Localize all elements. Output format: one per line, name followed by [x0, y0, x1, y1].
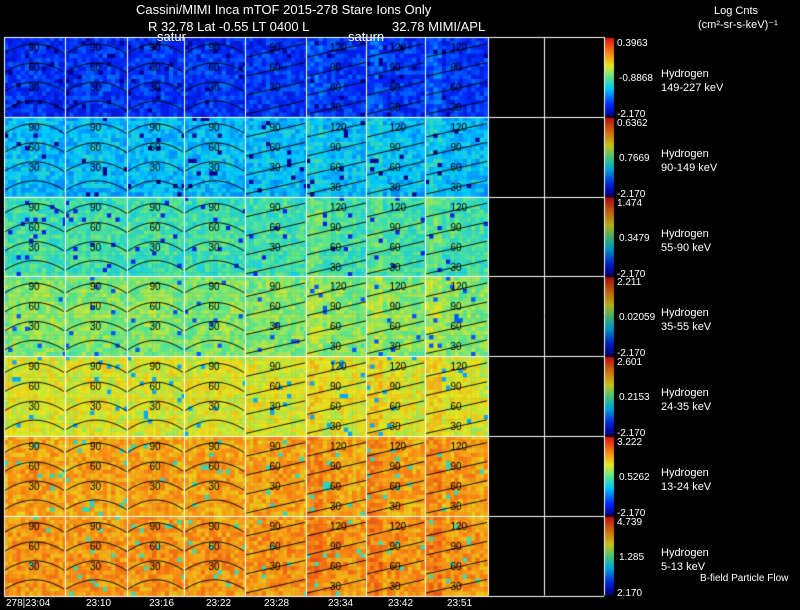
species-label: Hydrogen — [661, 227, 709, 240]
energy-range-label: 90-149 keV — [661, 161, 718, 174]
colorbar-units-line2: (cm²-sr-s-keV)⁻¹ — [698, 19, 778, 31]
colorbar-max: 0.3963 — [617, 38, 648, 49]
time-tick-label: 23:10 — [86, 598, 112, 609]
colorbar-mid: 0.2153 — [619, 392, 650, 404]
colorbar-min: -2.170 — [617, 188, 646, 200]
colorbar-mid: 0.3479 — [619, 232, 650, 244]
colorbar-max: 0.6362 — [617, 117, 648, 129]
species-label: Hydrogen — [661, 467, 709, 479]
ephemeris-line: R 32.78 Lat -0.55 LT 0400 L — [148, 19, 310, 34]
colorbar-min: -2.170 — [617, 268, 646, 280]
time-tick-label: 23:42 — [388, 598, 414, 609]
colorbar-units-line1: Log Cnts — [714, 5, 759, 17]
colorbar-mid: 0.5262 — [619, 472, 650, 483]
colorbar-min: -2.170 — [617, 109, 646, 120]
time-tick-label: 23:16 — [149, 598, 175, 609]
energy-range-label: 35-55 keV — [661, 321, 712, 334]
species-label: Hydrogen — [661, 68, 709, 80]
time-tick-label: 23:22 — [206, 598, 232, 609]
colorbar-min: -2.170 — [617, 428, 646, 440]
colorbar-min: -2.170 — [617, 508, 646, 519]
colorbar-mid: 0.02059 — [619, 312, 656, 324]
time-tick-label: 23:34 — [328, 598, 354, 609]
colorbar-max: 3.222 — [617, 437, 643, 448]
colorbar-max: 4.739 — [617, 516, 643, 528]
energy-range-label: 24-35 keV — [661, 401, 712, 414]
species-label: Hydrogen — [661, 307, 709, 320]
species-label: Hydrogen — [661, 546, 709, 559]
colorbar-mid: 0.7669 — [619, 152, 650, 164]
colorbar-max: 2.601 — [617, 357, 643, 369]
colorbar-max: 2.211 — [617, 277, 642, 289]
footer-note: B-field Particle Flow — [700, 573, 789, 584]
energy-range-label: 149-227 keV — [661, 82, 724, 94]
saturn-label-1: satur — [157, 29, 186, 44]
time-tick-label: 23:28 — [264, 598, 290, 609]
saturn-label-2: saturn — [348, 29, 385, 44]
time-tick-label: 23:51 — [447, 598, 473, 609]
colorbar-max: 1.474 — [617, 197, 643, 209]
plot-title: Cassini/MIMI Inca mTOF 2015-278 Stare Io… — [136, 2, 432, 17]
species-label: Hydrogen — [661, 147, 709, 160]
ephemeris-line-right: 32.78 MIMI/APL — [392, 19, 486, 34]
colorbar-mid: -0.8868 — [619, 73, 653, 84]
colorbar-mid: 1.285 — [619, 551, 645, 563]
time-tick-label: 278|23:04 — [6, 598, 51, 609]
energy-range-label: 55-90 keV — [661, 241, 712, 254]
energy-range-label: 13-24 keV — [661, 481, 712, 493]
colorbar-min: -2.170 — [617, 348, 646, 360]
energy-range-label: 5-13 keV — [661, 560, 706, 573]
species-label: Hydrogen — [661, 387, 709, 400]
colorbar-min: 2.170 — [617, 587, 643, 599]
